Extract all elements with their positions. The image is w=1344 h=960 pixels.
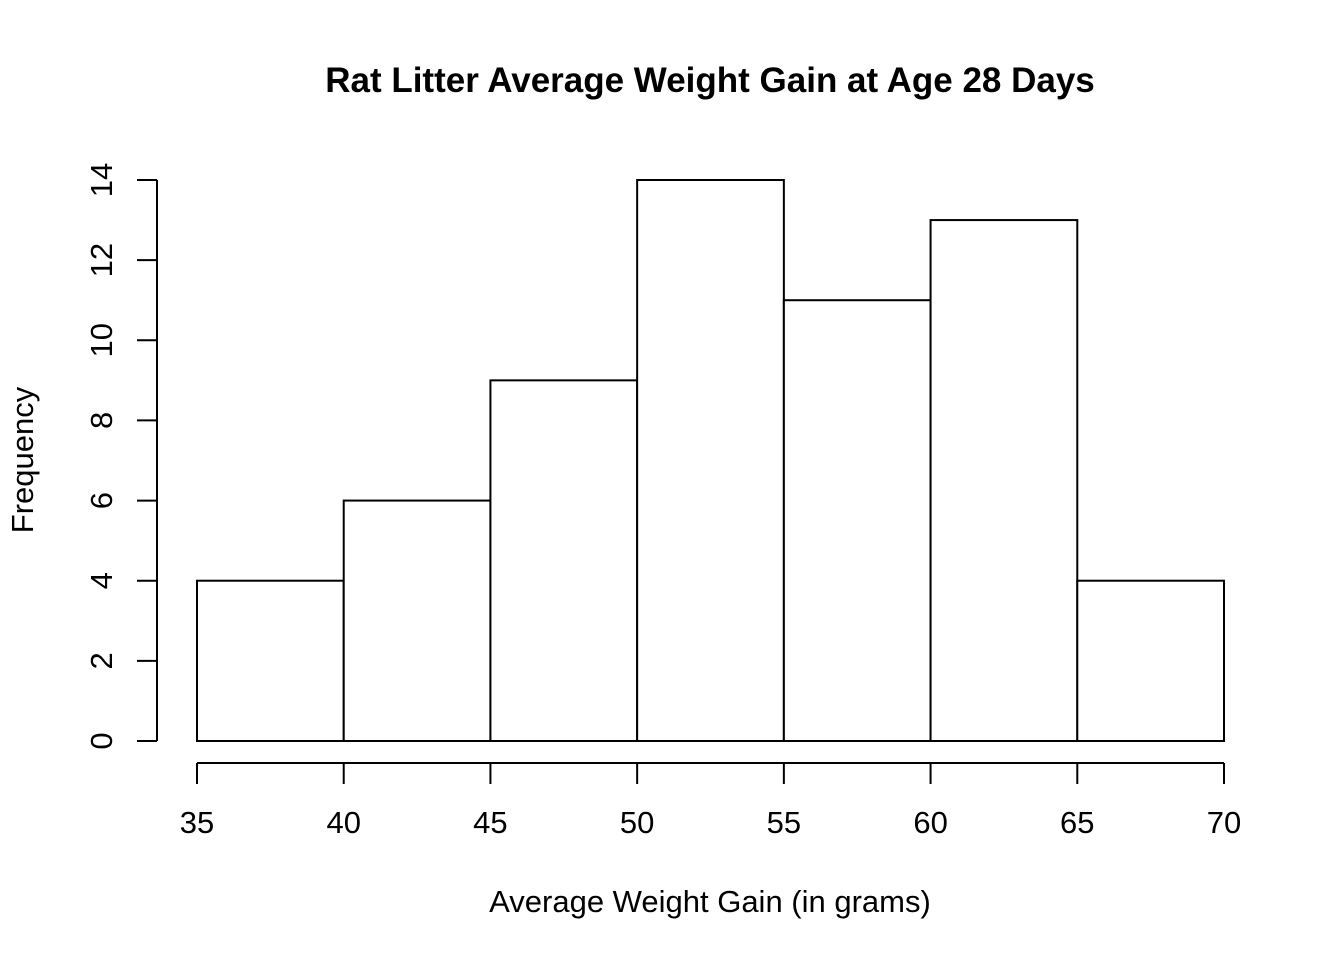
y-axis-tick-label: 2 xyxy=(84,652,119,669)
x-axis-tick-label: 65 xyxy=(1060,805,1094,840)
y-axis-tick-label: 8 xyxy=(84,412,119,429)
y-axis-tick-label: 14 xyxy=(84,163,119,197)
y-axis-tick-label: 6 xyxy=(84,492,119,509)
histogram-bar xyxy=(489,379,639,742)
histogram-bar xyxy=(1076,579,1226,743)
x-axis-tick-label: 50 xyxy=(620,805,654,840)
chart-title: Rat Litter Average Weight Gain at Age 28… xyxy=(325,61,1095,100)
histogram-bar xyxy=(929,219,1079,743)
y-axis-tick-label: 10 xyxy=(84,323,119,357)
x-axis-tick-label: 60 xyxy=(913,805,947,840)
histogram-bar xyxy=(342,499,492,743)
y-axis-tick-label: 0 xyxy=(84,732,119,749)
x-axis-tick-label: 45 xyxy=(473,805,507,840)
x-axis-tick-label: 40 xyxy=(326,805,360,840)
x-axis-title: Average Weight Gain (in grams) xyxy=(489,884,931,919)
y-axis-tick-label: 12 xyxy=(84,243,119,277)
histogram-bar xyxy=(782,299,932,742)
histogram-bar xyxy=(196,579,345,743)
x-axis-tick-label: 55 xyxy=(767,805,801,840)
histogram-bar xyxy=(636,179,785,742)
x-axis-tick-label: 35 xyxy=(180,805,214,840)
y-axis-tick-label: 4 xyxy=(84,572,119,589)
y-axis-title: Frequency xyxy=(5,386,40,533)
x-axis-tick-label: 70 xyxy=(1207,805,1241,840)
chart-plot-area: 0 2 4 6 8 10 12 14 35 40 45 50 55 60 65 70 xyxy=(84,163,1241,840)
